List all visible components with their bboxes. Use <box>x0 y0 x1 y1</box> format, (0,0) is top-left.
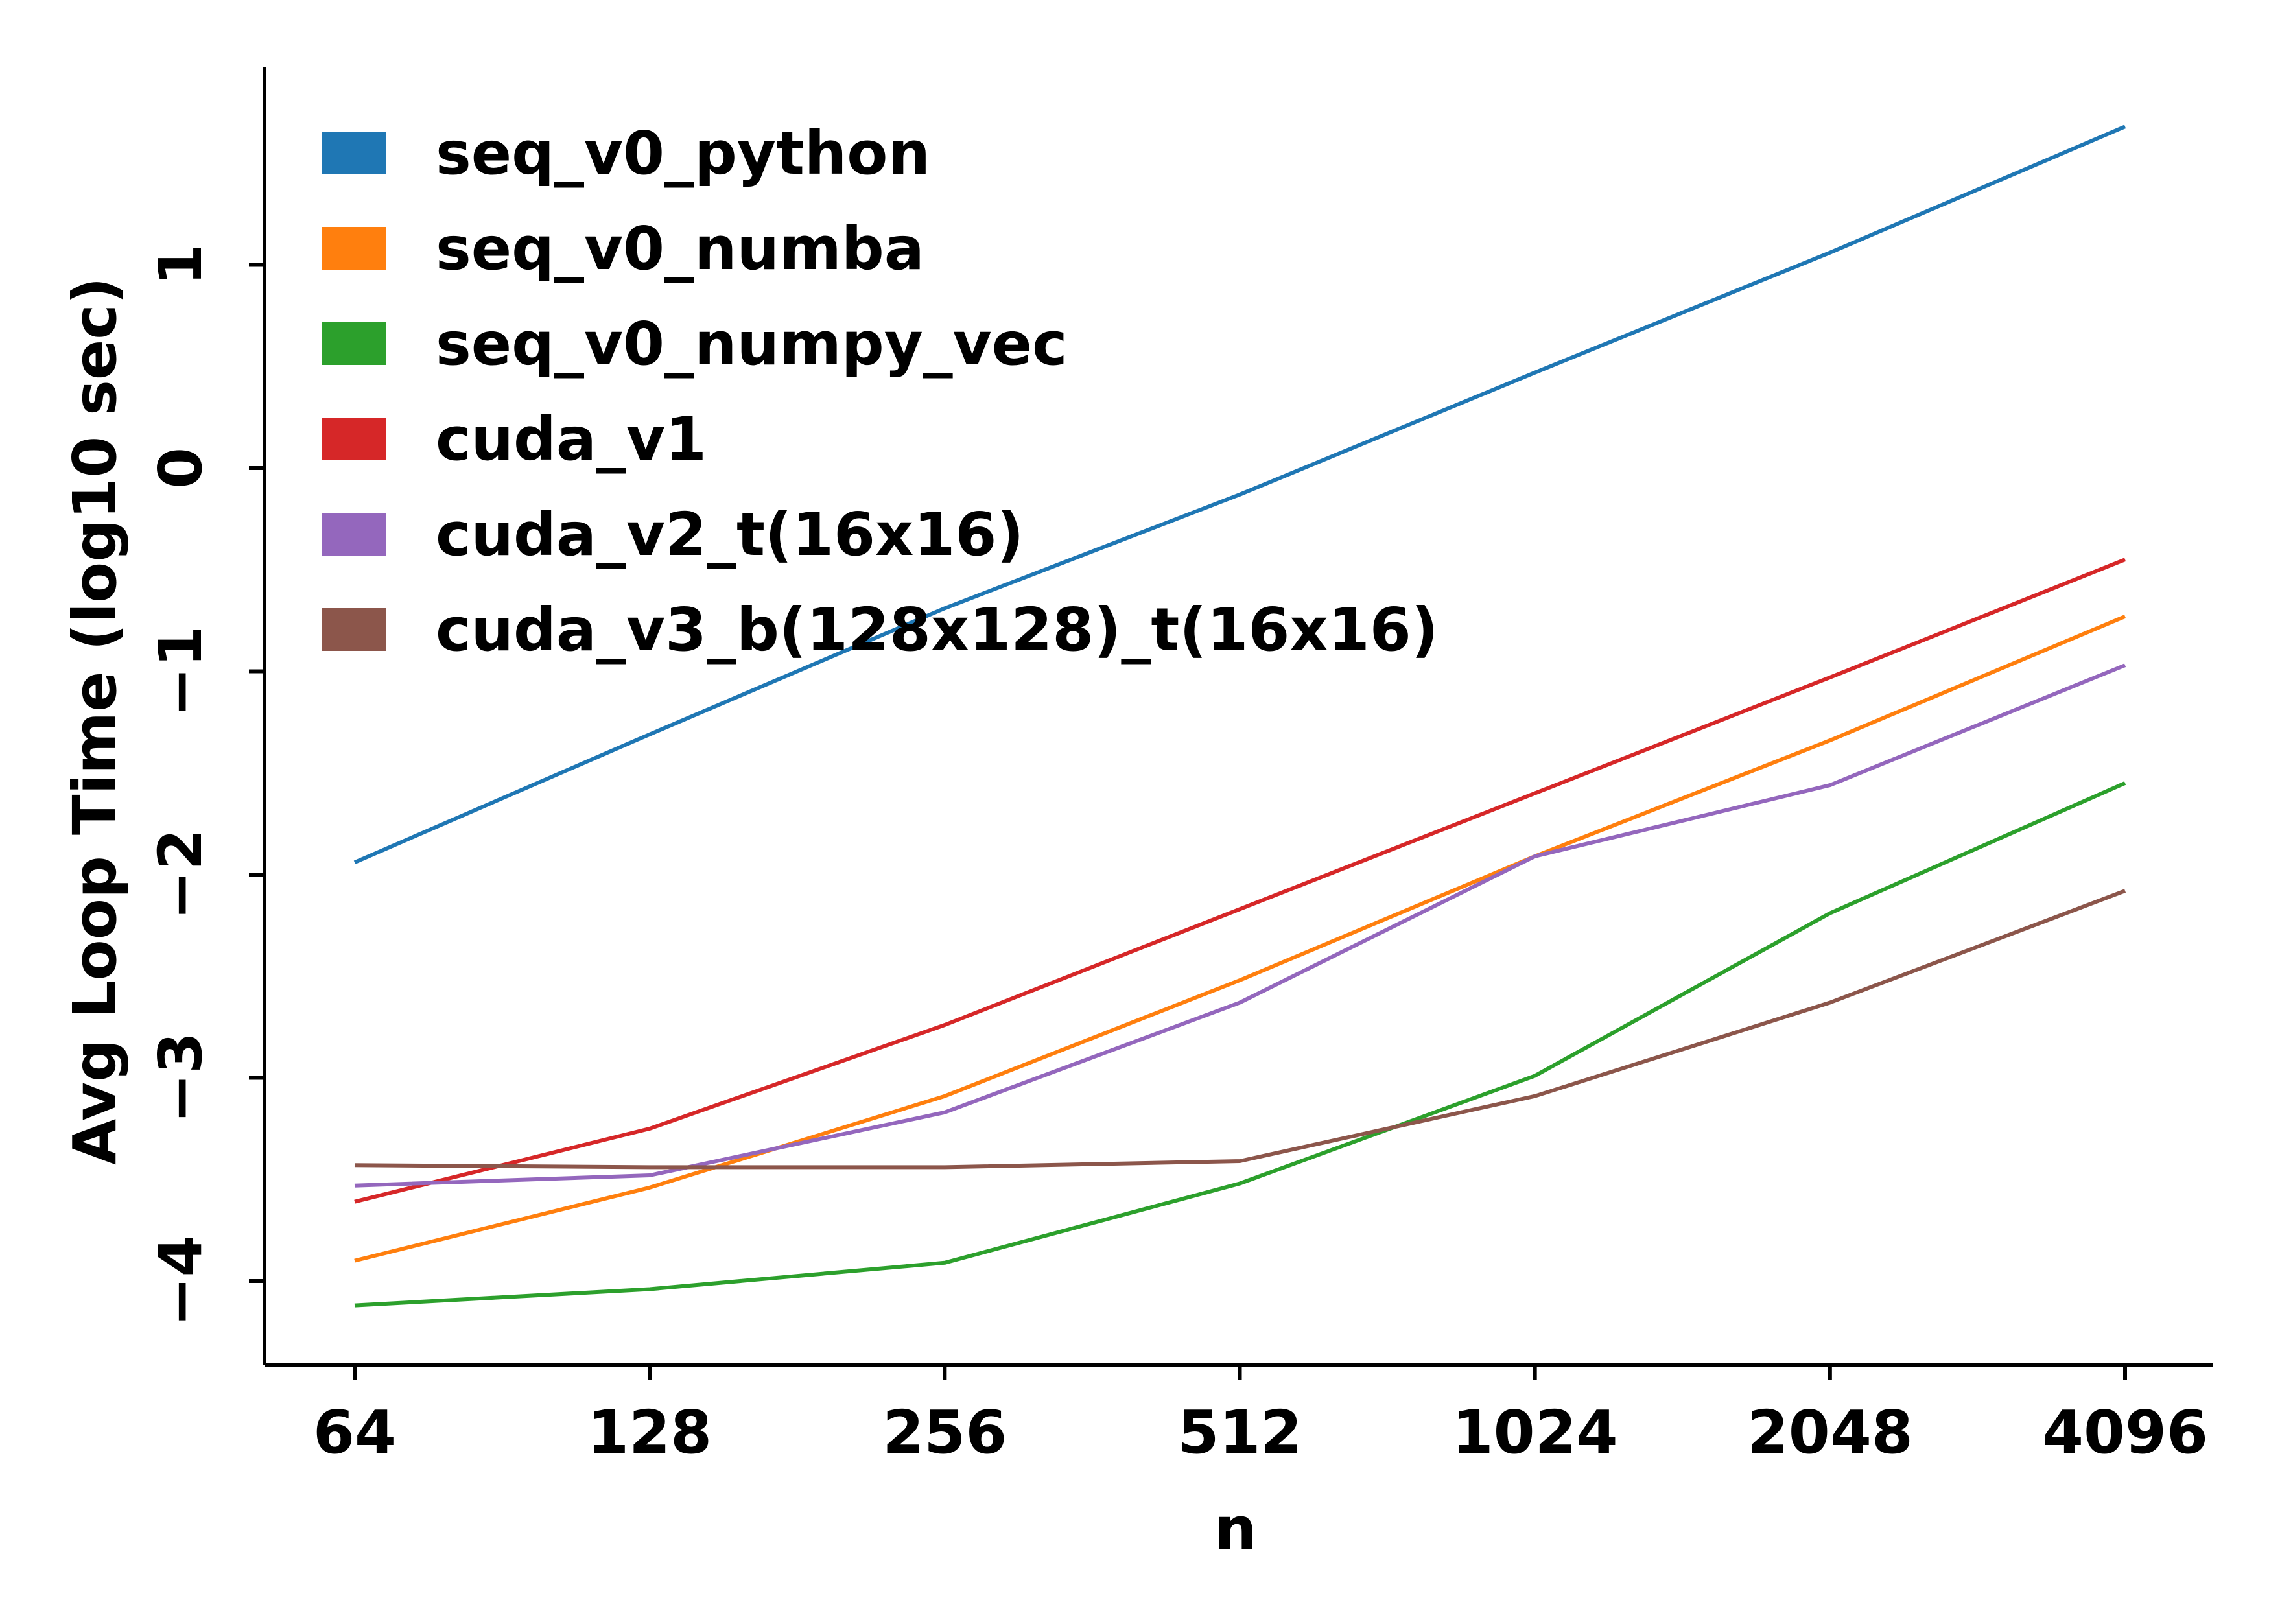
legend-label: seq_v0_numba <box>436 214 924 283</box>
legend-swatch <box>322 132 386 174</box>
legend-swatch <box>322 227 386 270</box>
y-tick-label: 0 <box>146 447 215 489</box>
series-line-5 <box>354 889 2126 1170</box>
legend: seq_v0_python seq_v0_numba seq_v0_numpy_ve… <box>322 119 1439 665</box>
legend-swatch <box>322 322 386 365</box>
y-tick-label: −3 <box>146 1032 215 1124</box>
legend-label: seq_v0_numpy_vec <box>436 309 1068 379</box>
x-tick-label: 1024 <box>1452 1398 1618 1467</box>
y-tick-label: −2 <box>146 829 215 920</box>
x-tick-label: 64 <box>313 1398 396 1467</box>
series-line-2 <box>354 781 2126 1308</box>
x-axis-title: n <box>1214 1494 1257 1564</box>
series-line-4 <box>354 663 2126 1188</box>
legend-swatch <box>322 608 386 651</box>
legend-label: cuda_v3_b(128x128)_t(16x16) <box>436 595 1439 665</box>
y-tick-label: −4 <box>146 1235 215 1326</box>
x-tick-label: 128 <box>587 1398 712 1467</box>
legend-swatch <box>322 513 386 556</box>
x-tick-label: 512 <box>1177 1398 1302 1467</box>
x-tick-label: 256 <box>882 1398 1007 1467</box>
y-axis-title: Avg Loop Time (log10 sec) <box>60 277 130 1165</box>
legend-label: cuda_v2_t(16x16) <box>436 500 1024 569</box>
y-tick-label: 1 <box>146 244 215 285</box>
legend-label: cuda_v1 <box>436 405 707 474</box>
y-tick-label: −1 <box>146 626 215 717</box>
legend-swatch <box>322 418 386 460</box>
x-tick-label: 2048 <box>1747 1398 1913 1467</box>
series-line-1 <box>354 615 2126 1263</box>
x-tick-label: 4096 <box>2042 1398 2208 1467</box>
series-lines <box>353 124 2126 1308</box>
axes: 64 128 256 512 1024 2048 4096 1 0 −1 −2 −3 −4 <box>146 67 2213 1467</box>
legend-label: seq_v0_python <box>436 119 930 188</box>
series-line-3 <box>354 558 2126 1204</box>
series-line-0 <box>353 124 2126 864</box>
